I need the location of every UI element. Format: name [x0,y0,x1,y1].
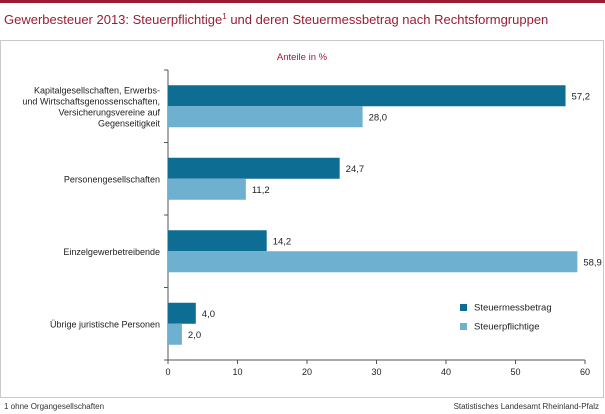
category-label-0-2: Versicherungsvereine auf [58,107,160,117]
chart-title: Gewerbesteuer 2013: Steuerpflichtige1 un… [4,12,549,27]
category-label-2-0: Einzelgewerbetreibende [63,247,160,257]
category-label-0-3: Gegenseitigkeit [98,118,161,128]
data-label-0-3: 4,0 [202,309,215,320]
data-label-1-3: 2,0 [188,330,201,341]
chart-subtitle: Anteile in % [277,52,328,63]
x-tick-label-3: 30 [371,367,381,377]
legend-swatch-0 [460,304,467,311]
x-tick-label-6: 60 [580,367,590,377]
data-label-1-2: 58,9 [583,257,602,268]
bar-steuerpflichtige-3 [168,323,182,345]
x-tick-label-5: 50 [510,367,520,377]
bar-steuerpflichtige-2 [168,251,578,273]
legend-label-0: Steuermessbetrag [474,303,552,314]
legend-swatch-1 [460,323,467,330]
category-label-1-0: Personengesellschaften [64,174,160,184]
data-label-0-0: 57,2 [572,91,591,102]
bar-steuermessbetrag-2 [168,230,267,252]
top-rule [0,0,605,3]
category-label-0-1: und Wirtschaftsgenossenschaften, [22,96,160,106]
x-tick-label-2: 20 [302,367,312,377]
data-label-0-1: 24,7 [346,164,365,175]
bar-steuermessbetrag-0 [168,85,566,107]
category-label-0-0: Kapitalgesellschaften, Erwerbs- [34,85,160,95]
bar-steuermessbetrag-3 [168,302,196,324]
category-label-3-0: Übrige juristische Personen [50,319,160,329]
x-tick-label-0: 0 [165,367,170,377]
bar-steuerpflichtige-1 [168,178,246,200]
x-tick-label-1: 10 [232,367,242,377]
x-tick-label-4: 40 [441,367,451,377]
data-label-1-1: 11,2 [252,185,270,196]
data-label-1-0: 28,0 [369,112,388,123]
legend-label-1: Steuerpflichtige [474,322,539,333]
data-label-0-2: 14,2 [273,236,292,247]
bar-steuermessbetrag-1 [168,157,340,179]
source-note: Statistisches Landesamt Rheinland-Pfalz [453,402,599,411]
bar-steuerpflichtige-0 [168,106,363,128]
footnote: 1 ohne Organgesellschaften [4,402,105,411]
